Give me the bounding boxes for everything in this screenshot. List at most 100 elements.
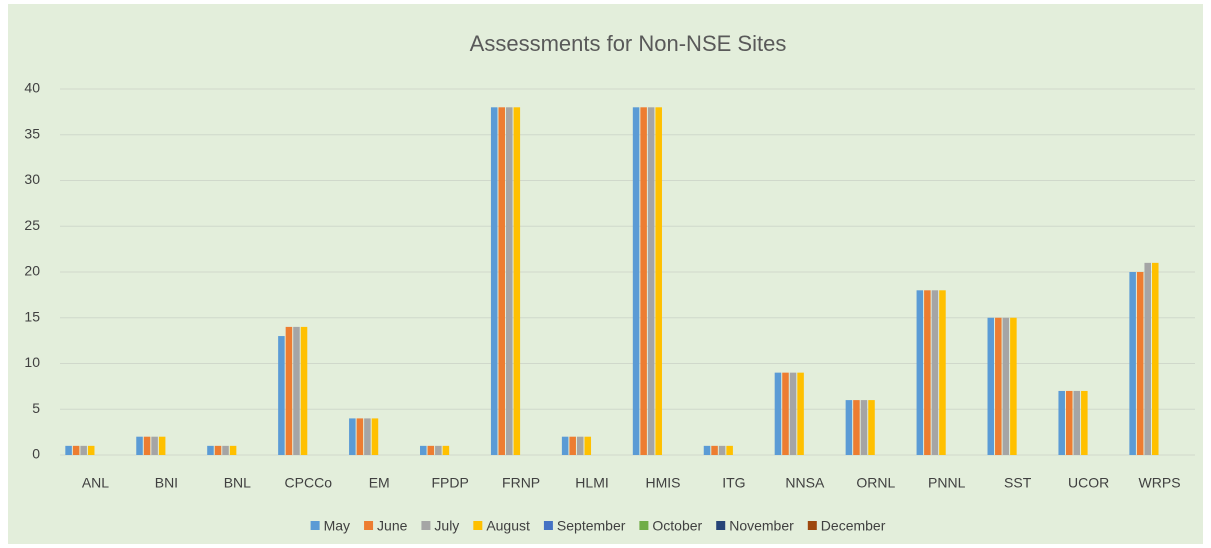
x-tick-label: HLMI bbox=[575, 475, 608, 491]
bar bbox=[87, 445, 95, 455]
bar bbox=[498, 107, 506, 456]
bar bbox=[136, 436, 143, 455]
legend-swatch bbox=[639, 521, 649, 530]
bar bbox=[916, 290, 924, 455]
bar bbox=[569, 436, 576, 455]
bar bbox=[151, 436, 158, 455]
bar bbox=[490, 107, 498, 456]
x-tick-label: PNNL bbox=[928, 475, 966, 491]
bar bbox=[640, 107, 647, 456]
legend-swatch bbox=[543, 521, 553, 530]
bar bbox=[207, 445, 214, 455]
bar bbox=[718, 445, 726, 455]
x-tick-label: BNL bbox=[224, 475, 251, 491]
x-tick-label: EM bbox=[369, 475, 390, 491]
x-tick-label: UCOR bbox=[1068, 475, 1109, 491]
bar bbox=[860, 400, 868, 455]
bar bbox=[356, 418, 364, 455]
bar bbox=[774, 372, 782, 455]
bar bbox=[797, 372, 804, 455]
bar bbox=[1151, 262, 1159, 455]
bar bbox=[222, 445, 229, 455]
bar bbox=[442, 445, 450, 455]
bar bbox=[229, 445, 237, 455]
bar bbox=[782, 372, 789, 455]
bar bbox=[278, 336, 285, 455]
bar bbox=[647, 107, 655, 456]
bar bbox=[72, 445, 80, 455]
bar bbox=[1002, 317, 1010, 455]
bar bbox=[214, 445, 222, 455]
bar bbox=[1129, 272, 1136, 455]
y-tick-label: 20 bbox=[24, 263, 40, 279]
legend-label: October bbox=[652, 518, 702, 534]
legend-swatch bbox=[473, 521, 483, 530]
bar bbox=[1010, 317, 1017, 455]
bar bbox=[1144, 262, 1151, 455]
bar bbox=[561, 436, 569, 455]
y-tick-label: 10 bbox=[24, 354, 40, 370]
bar bbox=[632, 107, 640, 456]
x-tick-label: CPCCo bbox=[285, 475, 333, 491]
bar bbox=[1065, 390, 1073, 455]
legend-label: May bbox=[324, 518, 350, 534]
bar bbox=[349, 418, 356, 455]
bar bbox=[427, 445, 435, 455]
x-tick-label: FRNP bbox=[502, 475, 540, 491]
chart-background bbox=[8, 4, 1203, 544]
bar bbox=[435, 445, 442, 455]
x-tick-label: FPDP bbox=[431, 475, 468, 491]
bar bbox=[65, 445, 72, 455]
bar bbox=[711, 445, 718, 455]
bar bbox=[293, 326, 300, 455]
bar bbox=[853, 400, 860, 455]
bar bbox=[143, 436, 151, 455]
legend-label: December bbox=[821, 518, 886, 534]
y-tick-label: 30 bbox=[24, 171, 40, 187]
bar bbox=[1073, 390, 1081, 455]
y-tick-label: 15 bbox=[24, 308, 40, 324]
x-tick-label: NNSA bbox=[785, 475, 825, 491]
bar bbox=[584, 436, 592, 455]
bar bbox=[300, 326, 308, 455]
y-tick-label: 0 bbox=[32, 446, 40, 462]
bar bbox=[939, 290, 946, 455]
bar bbox=[576, 436, 584, 455]
legend-swatch bbox=[310, 521, 320, 530]
bar bbox=[364, 418, 371, 455]
legend-label: September bbox=[557, 518, 626, 534]
legend-swatch bbox=[421, 521, 431, 530]
bar bbox=[158, 436, 166, 455]
y-tick-label: 40 bbox=[24, 80, 40, 96]
legend-label: August bbox=[486, 518, 530, 534]
bar bbox=[987, 317, 995, 455]
legend-label: November bbox=[729, 518, 794, 534]
bar bbox=[845, 400, 853, 455]
bar bbox=[931, 290, 939, 455]
legend-swatch bbox=[364, 521, 374, 530]
legend-label: July bbox=[434, 518, 459, 534]
x-tick-label: ITG bbox=[722, 475, 745, 491]
bar bbox=[726, 445, 733, 455]
legend-swatch bbox=[716, 521, 726, 530]
bar bbox=[789, 372, 797, 455]
bar bbox=[1058, 390, 1065, 455]
y-tick-label: 5 bbox=[32, 400, 40, 416]
bar bbox=[868, 400, 875, 455]
bar bbox=[506, 107, 513, 456]
bar bbox=[924, 290, 931, 455]
legend-label: June bbox=[377, 518, 408, 534]
x-tick-label: ANL bbox=[82, 475, 109, 491]
bar bbox=[80, 445, 87, 455]
bar bbox=[1136, 272, 1144, 455]
legend-swatch bbox=[807, 521, 817, 530]
bar bbox=[703, 445, 711, 455]
x-tick-label: HMIS bbox=[645, 475, 680, 491]
bar bbox=[655, 107, 662, 456]
chart-title: Assessments for Non-NSE Sites bbox=[470, 31, 787, 56]
x-tick-label: SST bbox=[1004, 475, 1032, 491]
bar bbox=[995, 317, 1002, 455]
bar bbox=[513, 107, 521, 456]
x-tick-label: BNI bbox=[155, 475, 178, 491]
